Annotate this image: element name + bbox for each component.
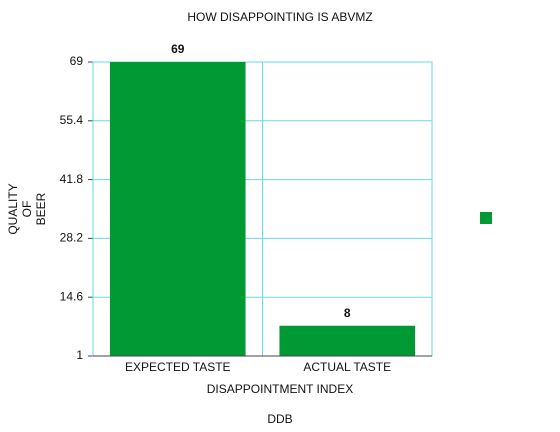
chart-title: HOW DISAPPOINTING IS ABVMZ [187,10,372,24]
y-tick-label: 69 [70,54,84,68]
bar [279,325,416,356]
value-label: 69 [171,42,185,56]
legend-swatch [480,212,492,224]
caption: DDB [267,412,292,426]
x-tick-label: ACTUAL TASTE [303,360,391,374]
y-tick-label: 14.6 [60,289,84,303]
y-tick-label: 28.2 [60,231,84,245]
y-axis-label-line: QUALITY [6,183,20,234]
bar [109,62,246,356]
y-axis-label-line: BEER [34,192,48,225]
value-label: 8 [344,306,351,320]
y-axis-label-line: OF [20,201,34,218]
y-axis-label: QUALITY OF BEER [6,183,48,234]
x-axis-label: DISAPPOINTMENT INDEX [207,382,353,396]
y-tick-label: 55.4 [60,113,84,127]
x-tick-label: EXPECTED TASTE [125,360,231,374]
y-tick-label: 41.8 [60,172,84,186]
y-tick-label: 1 [76,348,83,362]
